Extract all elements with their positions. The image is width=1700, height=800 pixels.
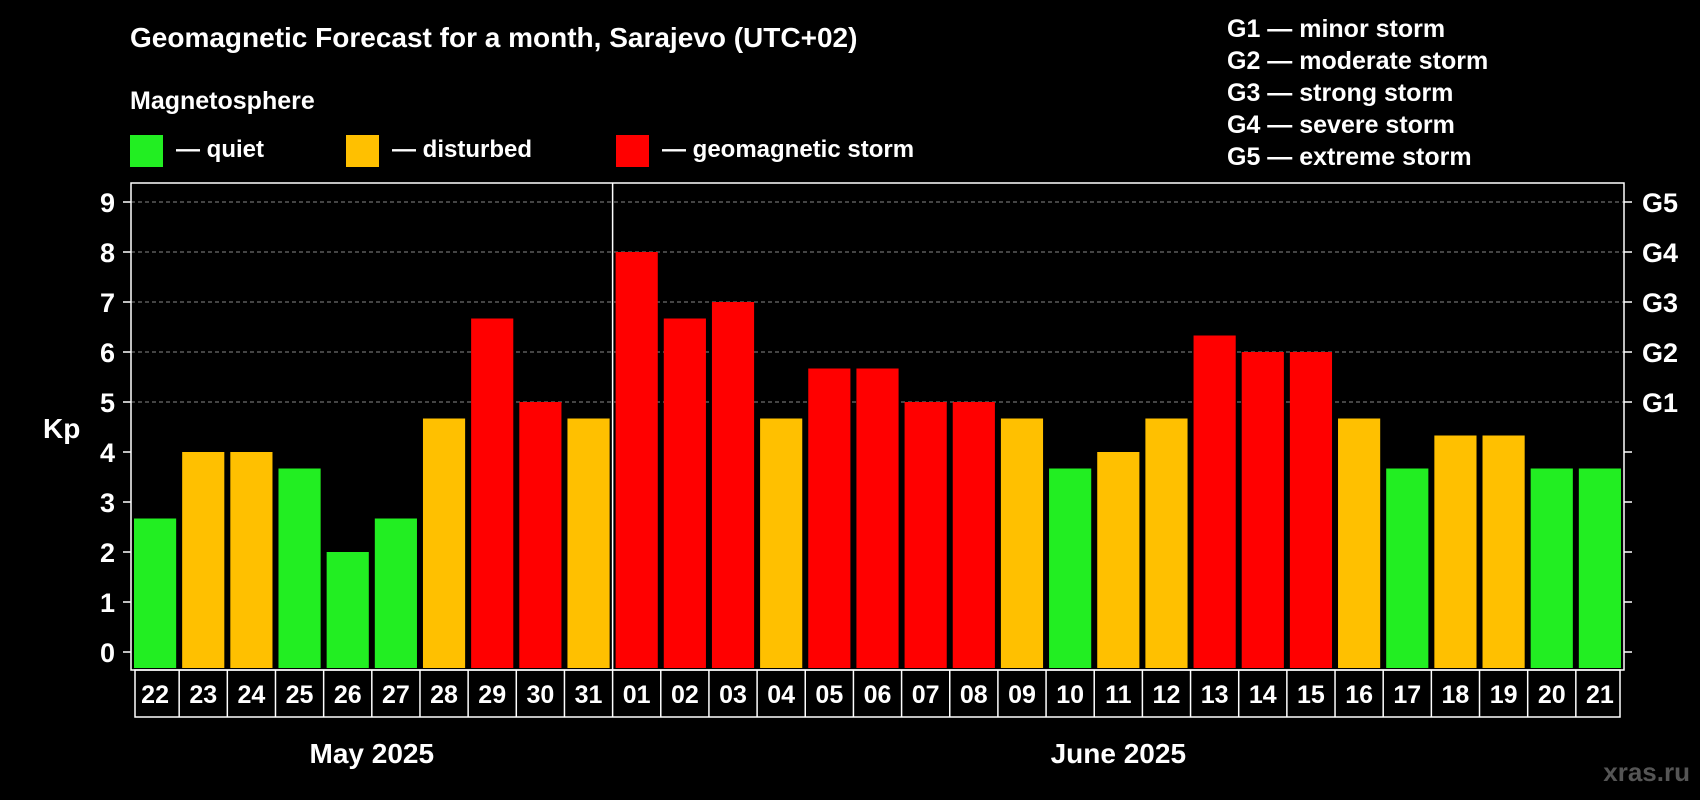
right-axis-label-g5: G5 [1642,188,1678,218]
day-label: 22 [141,681,169,709]
legend-swatch-storm [616,135,649,167]
watermark: xras.ru [1603,757,1690,787]
y-tick-label: 9 [100,188,115,218]
day-label: 11 [1105,681,1132,709]
day-label: 23 [189,681,217,709]
bar-day-28 [422,418,466,668]
month-label: May 2025 [310,738,435,769]
y-tick-label: 4 [100,438,115,468]
day-label: 16 [1345,681,1373,709]
day-label: 07 [912,681,940,709]
bar-day-20 [1530,468,1573,668]
bar-day-04 [760,418,803,668]
y-tick-label: 6 [100,338,115,368]
right-axis-label-g3: G3 [1642,288,1678,318]
bar-day-01 [615,252,658,668]
bar-day-07 [904,402,947,668]
y-tick-label: 3 [100,488,115,518]
day-label: 30 [526,681,554,709]
day-labels-frame [134,669,1621,718]
day-label: 09 [1008,681,1036,709]
bar-day-02 [663,318,706,668]
y-tick-label: 8 [100,238,115,268]
day-label: 02 [671,681,699,709]
bar-day-25 [278,468,321,668]
day-label: 08 [960,681,988,709]
bar-day-24 [230,452,273,668]
right-axis-label-g2: G2 [1642,338,1678,368]
day-label: 27 [382,681,410,709]
bar-day-19 [1482,435,1525,668]
day-label: 13 [1201,681,1229,709]
bar-day-10 [1049,468,1092,668]
bar-day-23 [182,452,225,668]
bar-day-12 [1145,418,1188,668]
day-label: 21 [1586,681,1614,709]
bar-day-21 [1578,468,1621,668]
storm-scale-g3: G3 — strong storm [1227,79,1453,107]
y-tick-label: 7 [100,288,115,318]
storm-scale-g1: G1 — minor storm [1227,15,1445,43]
day-label: 14 [1249,681,1277,709]
legend-label-quiet: — quiet [176,136,264,163]
bar-day-18 [1434,435,1477,668]
day-label: 03 [719,681,747,709]
bar-day-17 [1386,468,1429,668]
day-label: 26 [334,681,362,709]
day-label: 10 [1056,681,1084,709]
right-axis-label-g1: G1 [1642,388,1678,418]
day-label: 29 [478,681,506,709]
bar-day-08 [952,402,995,668]
bar-day-29 [471,318,514,668]
day-label: 12 [1153,681,1181,709]
legend: — quiet — disturbed — geomagnetic storm [130,135,914,167]
storm-scale-g5: G5 — extreme storm [1227,143,1472,171]
bar-day-27 [374,518,417,668]
day-label: 18 [1442,681,1470,709]
right-axis-label-g4: G4 [1642,238,1678,268]
storm-scale: G1 — minor storm G2 — moderate storm G3 … [1227,15,1488,171]
bar-day-09 [1000,418,1044,668]
chart-title: Geomagnetic Forecast for a month, Saraje… [130,22,857,53]
day-label: 05 [815,681,843,709]
day-label: 25 [286,681,314,709]
day-label: 17 [1393,681,1421,709]
bar-day-26 [326,552,369,668]
day-label: 20 [1538,681,1566,709]
day-label: 04 [767,681,795,709]
y-axis-label: Kp [43,413,80,444]
y-tick-label: 0 [100,638,115,668]
bar-day-06 [856,368,899,668]
day-label: 01 [623,681,651,709]
day-label: 31 [575,681,603,709]
month-label: June 2025 [1051,738,1186,769]
bar-day-03 [711,302,755,668]
y-tick-label: 2 [100,538,115,568]
bar-day-15 [1289,352,1333,668]
legend-swatch-quiet [130,135,163,167]
bar-day-16 [1338,418,1381,668]
bar-day-30 [519,402,562,668]
y-tick-label: 5 [100,388,115,418]
bar-day-05 [808,368,851,668]
day-label: 15 [1297,681,1325,709]
legend-swatch-disturbed [346,135,379,167]
legend-label-storm: — geomagnetic storm [662,136,914,163]
y-tick-label: 1 [100,588,115,618]
legend-label-disturbed: — disturbed [392,136,532,163]
storm-scale-g2: G2 — moderate storm [1227,47,1488,75]
bar-day-11 [1097,452,1140,668]
day-label: 06 [864,681,892,709]
bar-day-13 [1193,335,1236,668]
day-label: 28 [430,681,458,709]
day-label: 19 [1490,681,1518,709]
legend-heading: Magnetosphere [130,87,315,115]
bar-day-22 [134,518,177,668]
bar-day-14 [1241,352,1284,668]
storm-scale-g4: G4 — severe storm [1227,111,1455,139]
bar-day-31 [567,418,610,668]
day-label: 24 [237,681,265,709]
